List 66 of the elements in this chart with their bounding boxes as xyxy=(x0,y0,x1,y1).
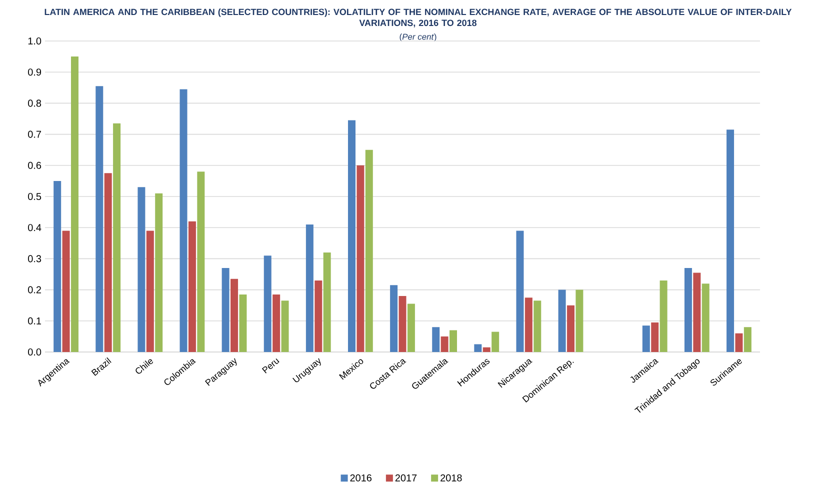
bar xyxy=(684,268,692,352)
bar xyxy=(281,300,289,352)
bar xyxy=(348,120,356,352)
y-tick-label: 0.1 xyxy=(28,317,42,324)
bar xyxy=(96,86,104,352)
bar xyxy=(54,180,62,352)
y-tick-label: 0.0 xyxy=(28,348,42,356)
bar xyxy=(651,322,659,352)
y-tick-label: 0.3 xyxy=(28,255,42,262)
y-tick-label: 0.6 xyxy=(28,162,42,169)
bar xyxy=(398,296,406,352)
bar xyxy=(440,336,448,352)
bar xyxy=(642,326,650,352)
bar xyxy=(230,278,238,352)
bar xyxy=(524,298,532,352)
bar xyxy=(104,173,112,352)
bar xyxy=(314,280,322,352)
chart-subtitle: (Per cent) xyxy=(400,34,436,42)
bar xyxy=(516,230,524,352)
chart-title: LATIN AMERICA AND THE CARIBBEAN (SELECTED COUNTRIES): VOLATILITY OF THE NOMINAL EXCHANGE RATE, AVERAGE OF THE ABSOLUTE VALUE OF INTER-DAILY VARIATIONS, 2016 TO 2018 xyxy=(44,8,792,28)
y-tick-label: 0.7 xyxy=(28,130,41,138)
legend-label: 2017 xyxy=(395,474,417,482)
bar xyxy=(188,221,196,352)
bar xyxy=(450,330,458,352)
legend-label: 2018 xyxy=(440,474,462,482)
bar xyxy=(726,130,734,352)
bar xyxy=(390,285,398,352)
bar xyxy=(323,252,331,352)
bar xyxy=(407,304,415,352)
bar xyxy=(62,230,70,352)
bar xyxy=(155,193,163,352)
bar xyxy=(482,347,490,352)
bar xyxy=(356,165,364,352)
bar xyxy=(660,280,668,352)
y-tick-label: 1.0 xyxy=(28,37,42,45)
bar xyxy=(735,333,743,352)
y-tick-label: 0.9 xyxy=(28,68,42,76)
bar xyxy=(702,284,710,352)
bar xyxy=(146,230,154,352)
y-tick-label: 0.5 xyxy=(28,192,42,200)
bar xyxy=(744,327,752,352)
bar xyxy=(432,327,440,352)
bar xyxy=(576,290,584,352)
bar xyxy=(222,268,230,352)
legend-label: 2016 xyxy=(350,474,372,482)
bar xyxy=(272,294,280,352)
bar xyxy=(534,300,542,352)
y-tick-label: 0.4 xyxy=(28,224,42,232)
x-tick-label: Chile xyxy=(136,359,153,374)
bar xyxy=(180,89,188,352)
bar xyxy=(113,123,121,352)
x-tick-label: Peru xyxy=(262,358,280,374)
bar xyxy=(558,290,566,352)
bar xyxy=(693,272,701,352)
y-tick-label: 0.8 xyxy=(28,100,42,107)
bar xyxy=(492,332,500,352)
y-tick-label: 0.2 xyxy=(28,286,41,294)
bar xyxy=(239,294,247,352)
bar xyxy=(138,187,146,352)
bar xyxy=(264,256,272,352)
bar xyxy=(365,150,373,352)
bar xyxy=(474,344,482,352)
bar xyxy=(566,305,574,352)
bar xyxy=(306,224,314,352)
bar xyxy=(70,56,78,352)
bar xyxy=(197,172,205,352)
